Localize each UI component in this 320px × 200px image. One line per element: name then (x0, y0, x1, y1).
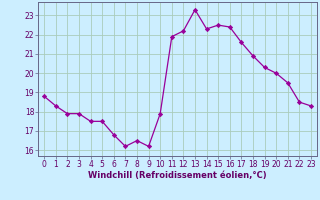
X-axis label: Windchill (Refroidissement éolien,°C): Windchill (Refroidissement éolien,°C) (88, 171, 267, 180)
